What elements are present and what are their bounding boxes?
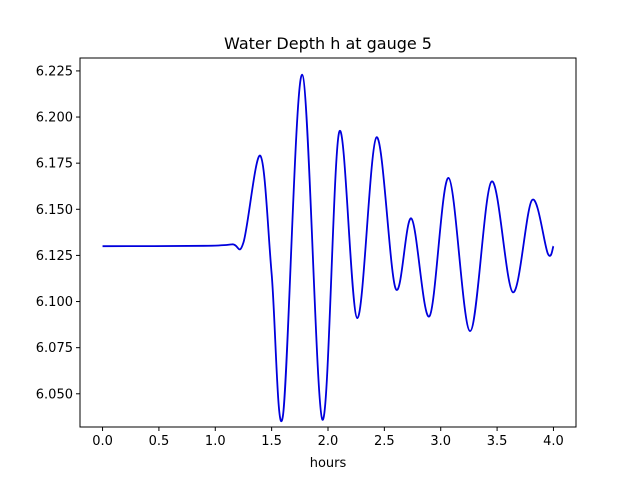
y-axis: 6.050 6.075 6.100 6.125 6.150 6.175 6.200 6.225 [36, 64, 80, 402]
x-axis-label: hours [310, 456, 347, 471]
y-tick-label: 6.150 [36, 203, 73, 218]
y-tick-label: 6.050 [36, 387, 73, 402]
x-tick-label: 0.0 [92, 434, 113, 449]
y-tick-label: 6.200 [36, 111, 73, 126]
series-layer [102, 73, 555, 422]
x-tick-label: 3.0 [430, 434, 451, 449]
x-axis: 0.0 0.5 1.0 1.5 2.0 2.5 3.0 3.5 4.0 [92, 427, 564, 449]
x-tick-label: 4.0 [543, 434, 564, 449]
y-tick-label: 6.125 [36, 249, 73, 264]
x-tick-label: 3.5 [487, 434, 508, 449]
chart-title: Water Depth h at gauge 5 [224, 34, 432, 53]
y-tick-label: 6.100 [36, 295, 73, 310]
x-tick-label: 1.5 [261, 434, 282, 449]
y-tick-label: 6.075 [36, 341, 73, 356]
x-tick-label: 1.0 [205, 434, 226, 449]
x-tick-label: 2.0 [318, 434, 339, 449]
series-line-0 [102, 73, 555, 422]
y-tick-label: 6.175 [36, 157, 73, 172]
x-tick-label: 2.5 [374, 434, 395, 449]
y-tick-label: 6.225 [36, 64, 73, 79]
x-tick-label: 0.5 [149, 434, 170, 449]
